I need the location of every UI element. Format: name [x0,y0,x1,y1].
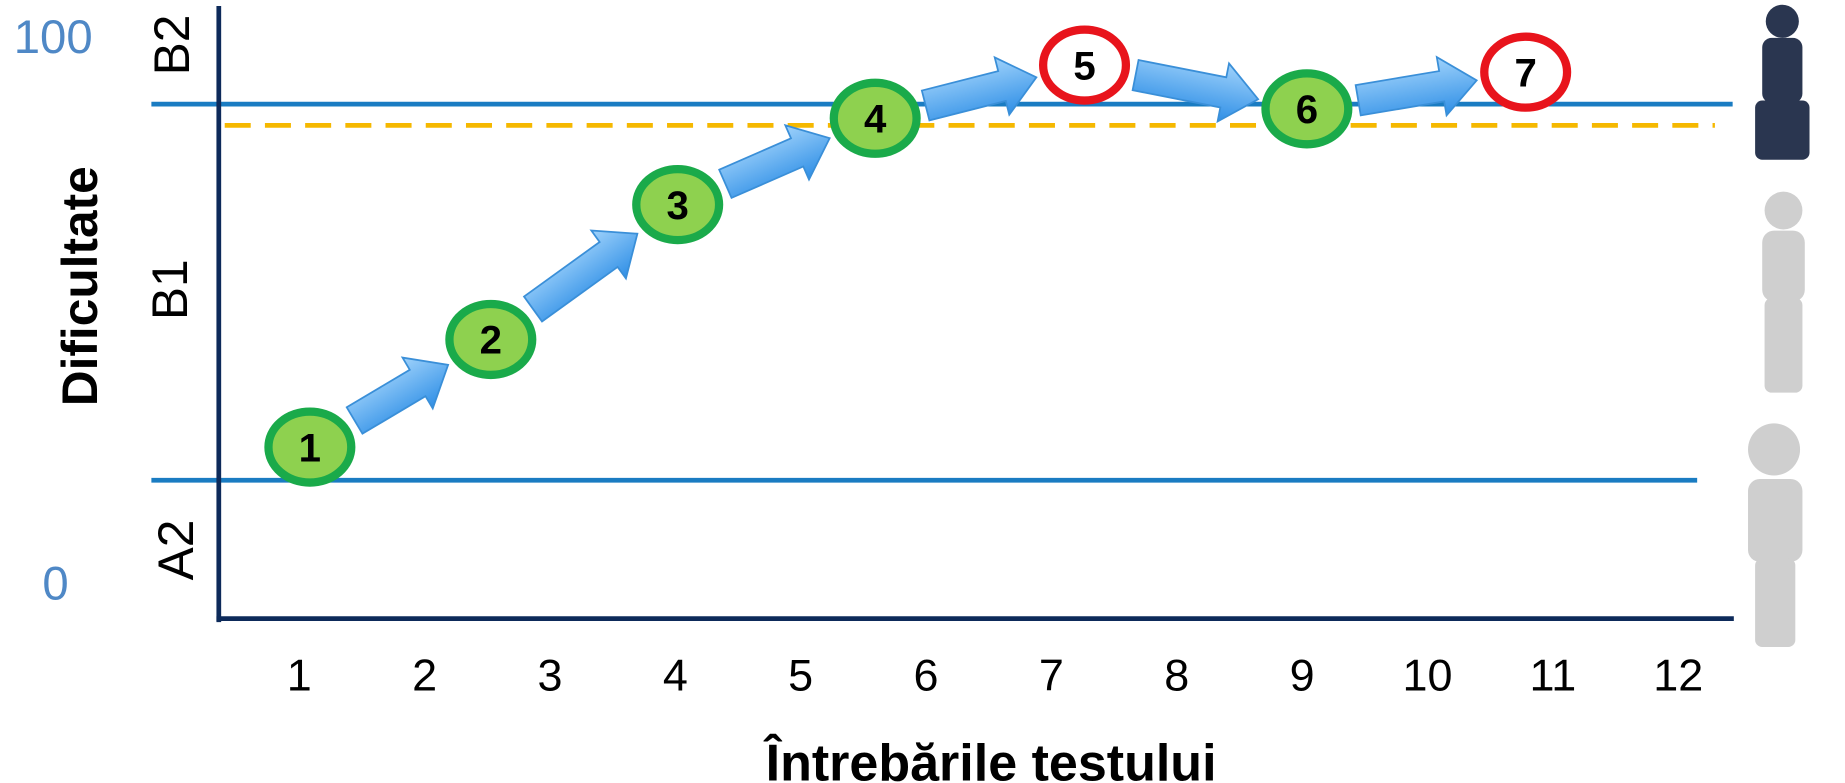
arrow [918,49,1043,134]
x-tick-label: 4 [663,650,688,701]
x-tick-label: 8 [1164,650,1189,701]
x-tick-label: 5 [788,650,813,701]
question-number: 1 [299,425,321,470]
arrow [1130,46,1264,128]
arrow [516,210,655,333]
level-label: B1 [142,259,198,320]
question-number: 5 [1073,43,1095,88]
x-tick-label: 3 [537,650,562,701]
x-title: Întrebările testului [763,734,1217,783]
x-tick-label: 7 [1039,650,1064,701]
question-number: 2 [480,318,502,363]
question-number: 7 [1514,50,1536,95]
x-tick-label: 6 [914,650,939,701]
x-tick-label: 12 [1653,650,1703,701]
y-top-label: 100 [14,11,93,64]
x-tick-label: 9 [1290,650,1315,701]
arrow [339,339,463,445]
x-tick-label: 10 [1403,650,1453,701]
x-tick-label: 2 [412,650,437,701]
person-figures [1748,5,1810,647]
x-tick-label: 1 [287,650,312,701]
arrow [1353,51,1481,129]
question-number: 6 [1296,87,1318,132]
y-title: Dificultate [52,166,108,406]
y-bottom-label: 0 [42,558,68,611]
level-label: A2 [148,520,204,581]
x-tick-label: 11 [1530,650,1577,701]
diagram: 100 0 Dificultate Întrebările testului A… [0,0,1845,783]
page: {"axis": {"y_title": "Dificultate", "x_t… [0,0,1845,783]
question-number: 3 [667,183,689,228]
question-number: 4 [864,96,887,141]
level-label: B2 [144,15,200,76]
